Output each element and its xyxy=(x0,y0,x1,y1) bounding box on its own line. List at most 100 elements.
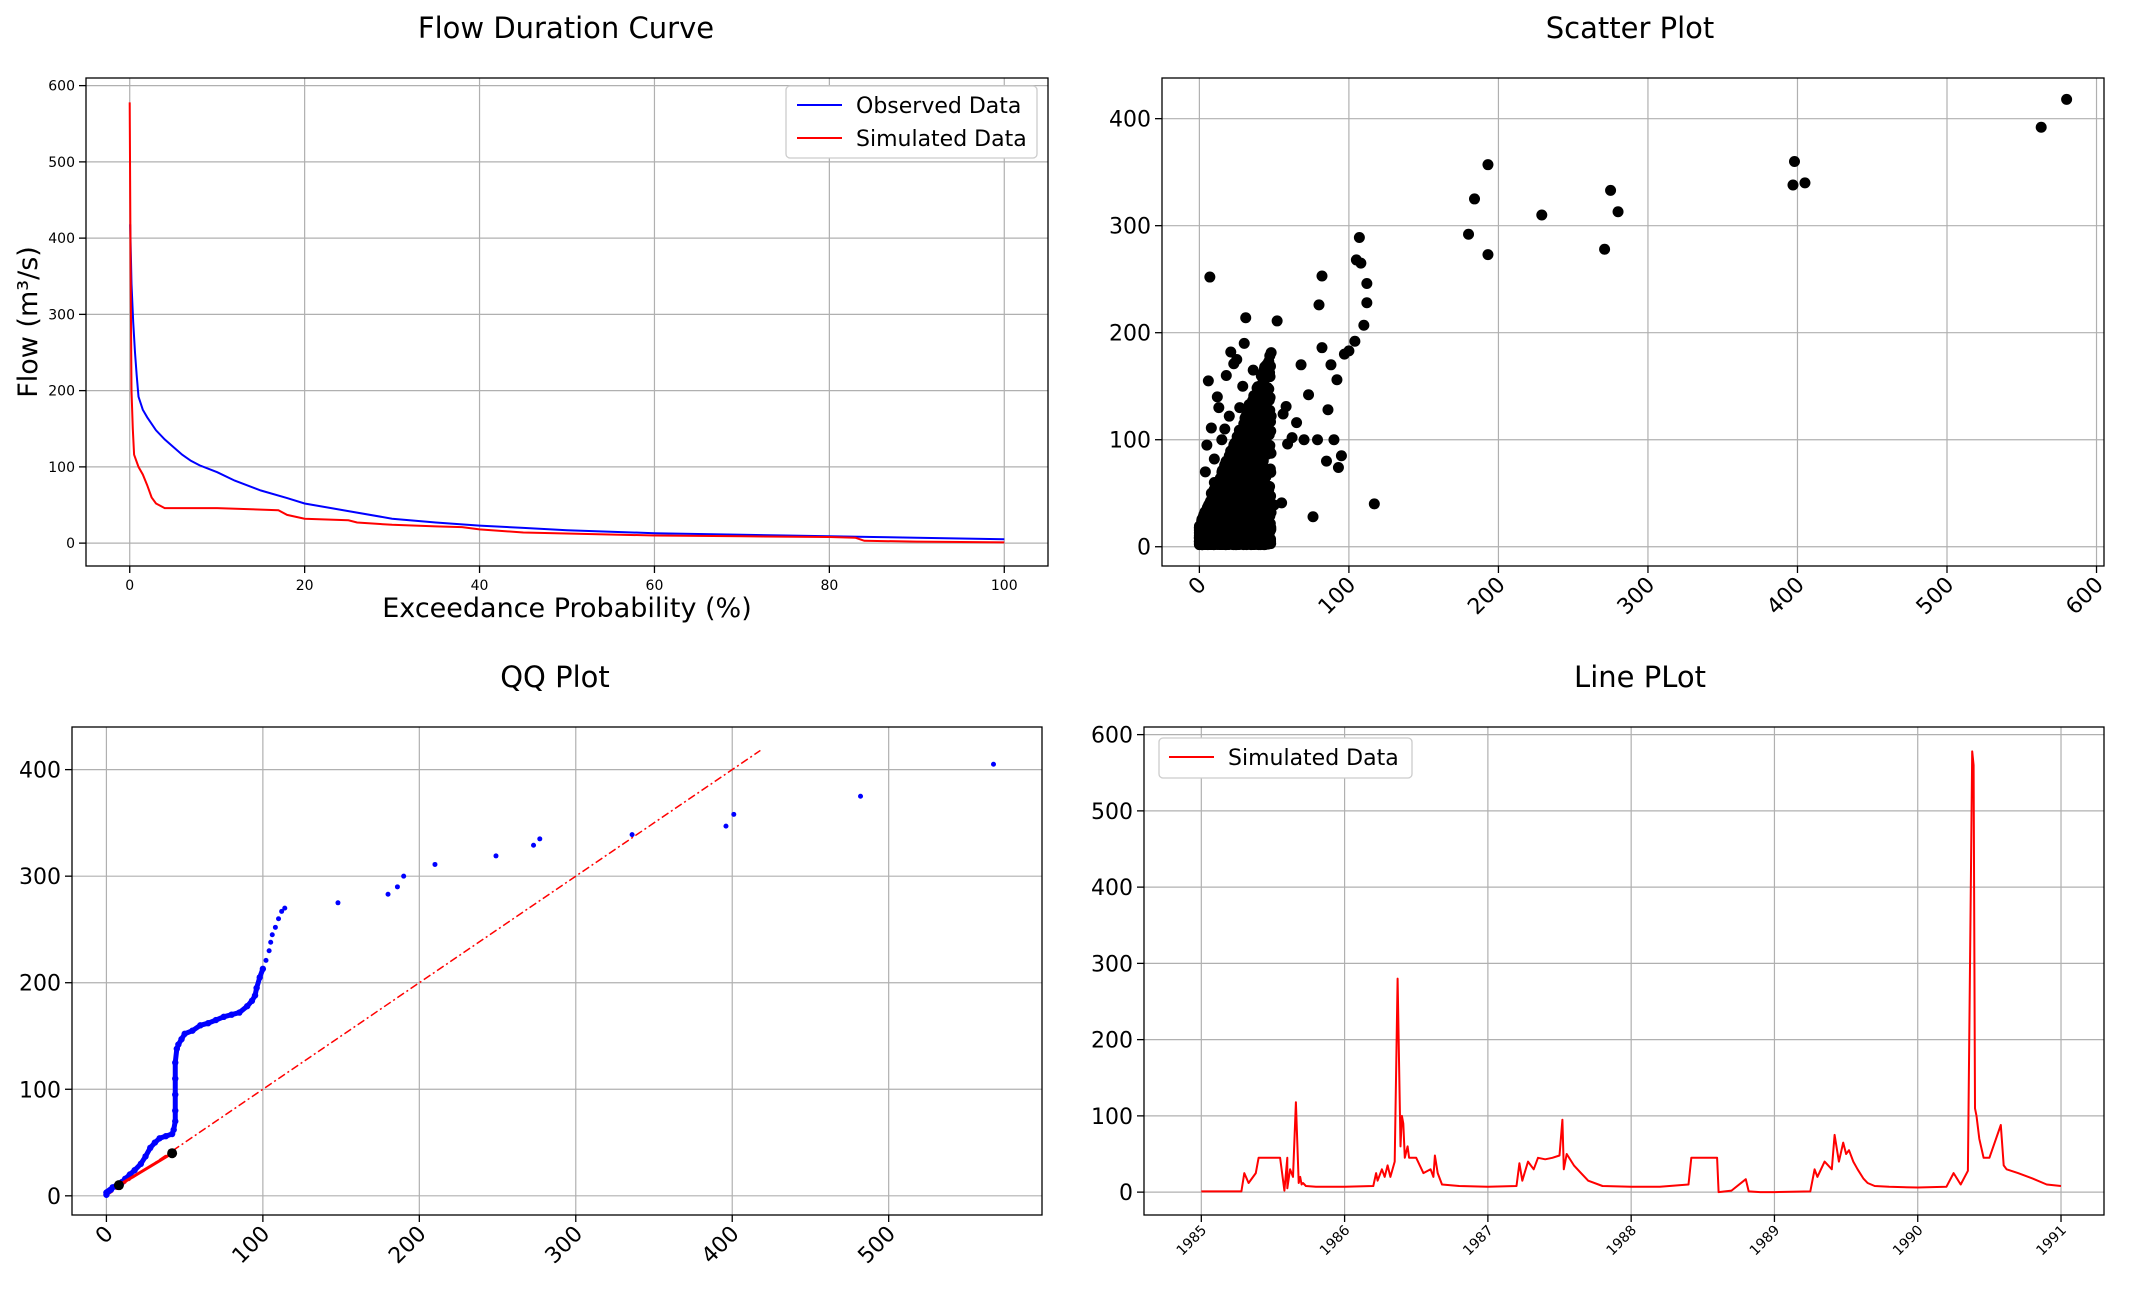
scatter-point xyxy=(1216,434,1228,446)
scatter-ytick-label: 200 xyxy=(1109,322,1151,347)
scatter-point xyxy=(1228,449,1240,461)
scatter-point xyxy=(1235,535,1247,547)
scatter-point xyxy=(1349,335,1361,347)
scatter-point xyxy=(1312,434,1324,446)
line-xtick-label: 1988 xyxy=(1603,1223,1640,1260)
scatter-point xyxy=(1252,448,1264,460)
scatter-point xyxy=(1239,485,1251,497)
line-legend: Simulated Data xyxy=(1158,737,1413,779)
scatter-point xyxy=(1303,389,1315,401)
scatter-point xyxy=(1256,421,1268,433)
scatter-xtick-label: 300 xyxy=(1613,573,1660,620)
qq-ytick-label: 200 xyxy=(19,972,61,997)
line-ytick-label: 200 xyxy=(1091,1029,1133,1054)
qq-point xyxy=(401,873,407,879)
scatter-point xyxy=(1265,447,1277,459)
qq-point xyxy=(172,1118,179,1125)
scatter-point xyxy=(1320,455,1332,467)
fdc-ylabel: Flow (m³/s) xyxy=(13,246,44,398)
fdc-ytick-label: 300 xyxy=(48,307,75,323)
qq-xtick-label: 400 xyxy=(697,1222,744,1269)
scatter-point xyxy=(1291,417,1303,429)
scatter-point xyxy=(1202,375,1214,387)
scatter-point xyxy=(1260,486,1272,498)
scatter-point xyxy=(1277,408,1289,420)
scatter-ytick-label: 400 xyxy=(1109,108,1151,133)
fdc-legend-simulated-label: Simulated Data xyxy=(856,127,1027,152)
fdc-xtick-label: 80 xyxy=(820,578,838,594)
scatter-point xyxy=(1204,271,1216,283)
qq-xtick-label: 0 xyxy=(91,1222,119,1250)
line-xtick-label: 1990 xyxy=(1890,1223,1927,1260)
qq-point xyxy=(276,916,282,922)
scatter-point xyxy=(1221,518,1233,530)
qq-point xyxy=(263,957,269,963)
line-panel: Line PLot 1985 1986 1987 1988 1989 1990 199101… xyxy=(1091,660,2105,1260)
scatter-point xyxy=(1205,422,1217,434)
fdc-series xyxy=(128,102,1005,544)
scatter-point xyxy=(1463,228,1475,240)
scatter-point xyxy=(1228,358,1240,370)
qq-panel: QQ Plot 0 100 200 300 400 500 0 100 200 300 400 xyxy=(19,660,1043,1269)
qq-fit-segment xyxy=(118,1151,173,1187)
qq-ytick-label: 0 xyxy=(47,1185,61,1210)
qq-point xyxy=(279,908,285,914)
line-grid xyxy=(1144,727,2104,1215)
scatter-point xyxy=(1259,501,1271,513)
scatter-point xyxy=(1325,359,1337,371)
qq-point xyxy=(137,1160,145,1168)
qq-point xyxy=(269,932,275,938)
scatter-point xyxy=(1295,359,1307,371)
qq-point xyxy=(172,1075,179,1082)
line-xtick-label: 1987 xyxy=(1460,1223,1497,1260)
scatter-point xyxy=(1338,348,1350,360)
scatter-point xyxy=(1316,342,1328,354)
scatter-point xyxy=(1322,404,1334,416)
qq-point xyxy=(268,939,274,945)
scatter-point xyxy=(1234,402,1246,414)
qq-reference-line xyxy=(105,749,761,1197)
qq-point xyxy=(253,984,260,992)
scatter-point xyxy=(1247,364,1259,376)
qq-point xyxy=(858,793,864,799)
qq-point xyxy=(256,974,263,981)
scatter-frame xyxy=(1161,77,2105,567)
scatter-point xyxy=(1235,440,1247,452)
qq-point xyxy=(244,1002,251,1010)
line-ytick-label: 100 xyxy=(1091,1105,1133,1130)
qq-point xyxy=(156,1135,163,1142)
line-frame xyxy=(1143,726,2105,1216)
scatter-point xyxy=(1799,177,1811,189)
scatter-point xyxy=(1252,381,1264,393)
scatter-point xyxy=(1247,457,1259,469)
scatter-point xyxy=(1787,179,1799,191)
line-ytick-label: 600 xyxy=(1091,724,1133,749)
fdc-ytick-label: 100 xyxy=(48,460,75,476)
scatter-point xyxy=(1264,367,1276,379)
fdc-ticks: 0 20 40 60 80 100 0 100 200 300 400 500 600 xyxy=(48,79,1017,594)
fdc-panel: Flow Duration Curve 0 20 40 60 80 100 0 100 200 3… xyxy=(13,11,1049,624)
qq-point xyxy=(272,924,278,930)
qq-point xyxy=(162,1132,170,1140)
fdc-xtick-label: 40 xyxy=(471,578,489,594)
fdc-ytick-label: 500 xyxy=(48,155,75,171)
scatter-point xyxy=(1316,270,1328,282)
scatter-point xyxy=(1361,297,1373,309)
qq-point xyxy=(189,1027,196,1034)
qq-point xyxy=(178,1035,185,1043)
qq-grid xyxy=(72,727,1042,1215)
scatter-point xyxy=(1219,460,1231,472)
scatter-point xyxy=(1211,391,1223,403)
scatter-point xyxy=(1332,462,1344,474)
scatter-point xyxy=(1236,448,1248,460)
qq-xtick-label: 500 xyxy=(854,1222,901,1269)
fdc-line-simulated-data xyxy=(128,102,1005,544)
qq-point xyxy=(151,1139,159,1146)
scatter-point xyxy=(1257,519,1269,531)
fdc-xtick-label: 20 xyxy=(296,578,314,594)
scatter-point xyxy=(1206,537,1218,549)
line-ytick-label: 500 xyxy=(1091,800,1133,825)
fdc-legend-box xyxy=(785,85,1038,159)
fdc-frame xyxy=(85,77,1049,567)
